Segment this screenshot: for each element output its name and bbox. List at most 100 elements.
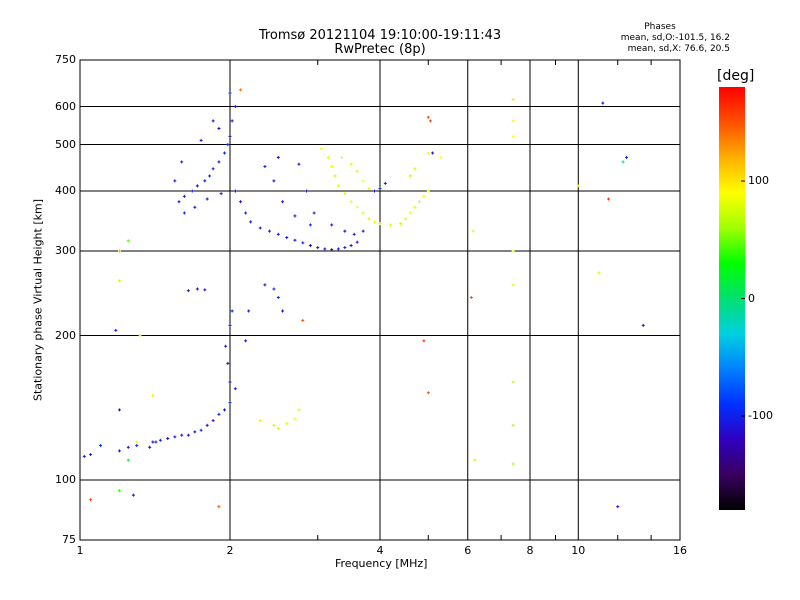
y-tick-label: 600 xyxy=(55,99,76,113)
axis-ticks xyxy=(317,60,652,540)
data-point xyxy=(333,174,337,178)
data-point xyxy=(228,134,232,138)
data-point xyxy=(312,211,316,215)
data-point xyxy=(408,211,412,215)
data-point xyxy=(226,143,230,147)
data-point xyxy=(276,296,280,300)
colorbar-tick-label: 0 xyxy=(748,291,755,305)
data-point xyxy=(199,428,203,432)
data-point xyxy=(297,162,301,166)
data-point xyxy=(249,220,253,224)
data-point xyxy=(135,440,139,444)
y-tick-label: 75 xyxy=(62,533,76,546)
y-tick-label: 200 xyxy=(55,328,76,342)
data-point xyxy=(223,408,227,412)
data-point xyxy=(330,223,334,227)
data-point xyxy=(293,417,297,421)
data-point xyxy=(297,408,301,412)
data-point xyxy=(244,339,248,343)
data-point xyxy=(219,192,223,196)
data-point xyxy=(233,189,237,193)
data-point xyxy=(228,323,232,327)
data-point xyxy=(195,184,199,188)
y-tick-label: 300 xyxy=(55,244,76,257)
data-point xyxy=(471,229,475,233)
data-point xyxy=(511,380,515,384)
data-point xyxy=(323,247,327,251)
data-point xyxy=(343,229,347,233)
data-point xyxy=(195,287,199,291)
y-tick-label: 500 xyxy=(55,137,76,151)
data-point xyxy=(228,91,232,95)
data-point xyxy=(117,489,121,493)
data-point xyxy=(244,211,248,215)
data-point xyxy=(180,433,184,437)
y-tick-label: 100 xyxy=(55,473,76,487)
data-point xyxy=(511,134,515,138)
data-point xyxy=(413,167,417,171)
data-point xyxy=(511,249,515,253)
data-point xyxy=(82,454,86,458)
data-point xyxy=(205,197,209,201)
data-point xyxy=(135,444,139,448)
data-point xyxy=(177,200,181,204)
stats-o-line: mean, sd,O:-101.5, 16.2 xyxy=(620,33,730,43)
data-point xyxy=(186,433,190,437)
plot-frame xyxy=(79,59,681,541)
data-point xyxy=(301,241,305,245)
data-point xyxy=(293,214,297,218)
data-point xyxy=(399,222,403,226)
x-tick-label: 10 xyxy=(571,544,586,557)
data-point xyxy=(131,493,135,497)
data-point xyxy=(403,217,407,221)
data-point xyxy=(166,437,170,441)
data-point xyxy=(305,189,309,193)
data-point xyxy=(361,211,365,215)
data-points xyxy=(82,88,645,509)
data-point xyxy=(431,151,435,155)
data-point xyxy=(336,184,340,188)
data-point xyxy=(426,189,430,193)
data-point xyxy=(426,115,430,119)
y-tick-label: 750 xyxy=(55,53,76,66)
data-point xyxy=(621,160,625,164)
data-point xyxy=(281,309,285,313)
data-point xyxy=(417,200,421,204)
data-point xyxy=(233,105,237,109)
data-point xyxy=(281,200,285,204)
data-point xyxy=(373,220,377,224)
data-point xyxy=(413,205,417,209)
x-tick-label: 6 xyxy=(464,544,472,557)
data-point xyxy=(389,223,393,227)
x-tick-label: 1 xyxy=(76,544,84,557)
x-tick-label: 4 xyxy=(376,544,384,557)
data-point xyxy=(258,226,262,230)
data-point xyxy=(239,200,243,204)
stats-x-line: mean, sd,X: 76.6, 20.5 xyxy=(627,44,730,54)
data-point xyxy=(285,422,289,426)
data-point xyxy=(378,222,382,226)
data-point xyxy=(239,88,243,92)
data-point xyxy=(340,155,344,159)
data-point xyxy=(383,181,387,185)
data-point xyxy=(263,283,267,287)
data-point xyxy=(511,462,515,466)
data-point xyxy=(361,179,365,183)
data-point xyxy=(355,169,359,173)
data-point xyxy=(173,179,177,183)
data-point xyxy=(349,162,353,166)
data-point xyxy=(601,101,605,105)
data-point xyxy=(293,238,297,242)
data-point xyxy=(224,344,228,348)
data-point xyxy=(367,186,371,190)
data-point xyxy=(355,205,359,209)
colorbar xyxy=(719,87,745,510)
data-point xyxy=(330,164,334,168)
data-point xyxy=(473,458,477,462)
data-point xyxy=(89,498,93,502)
data-point xyxy=(126,239,130,243)
x-axis-label: Frequency [MHz] xyxy=(335,557,428,570)
colorbar-tick-label: 100 xyxy=(748,174,769,187)
data-point xyxy=(114,328,118,332)
data-point xyxy=(330,248,334,252)
